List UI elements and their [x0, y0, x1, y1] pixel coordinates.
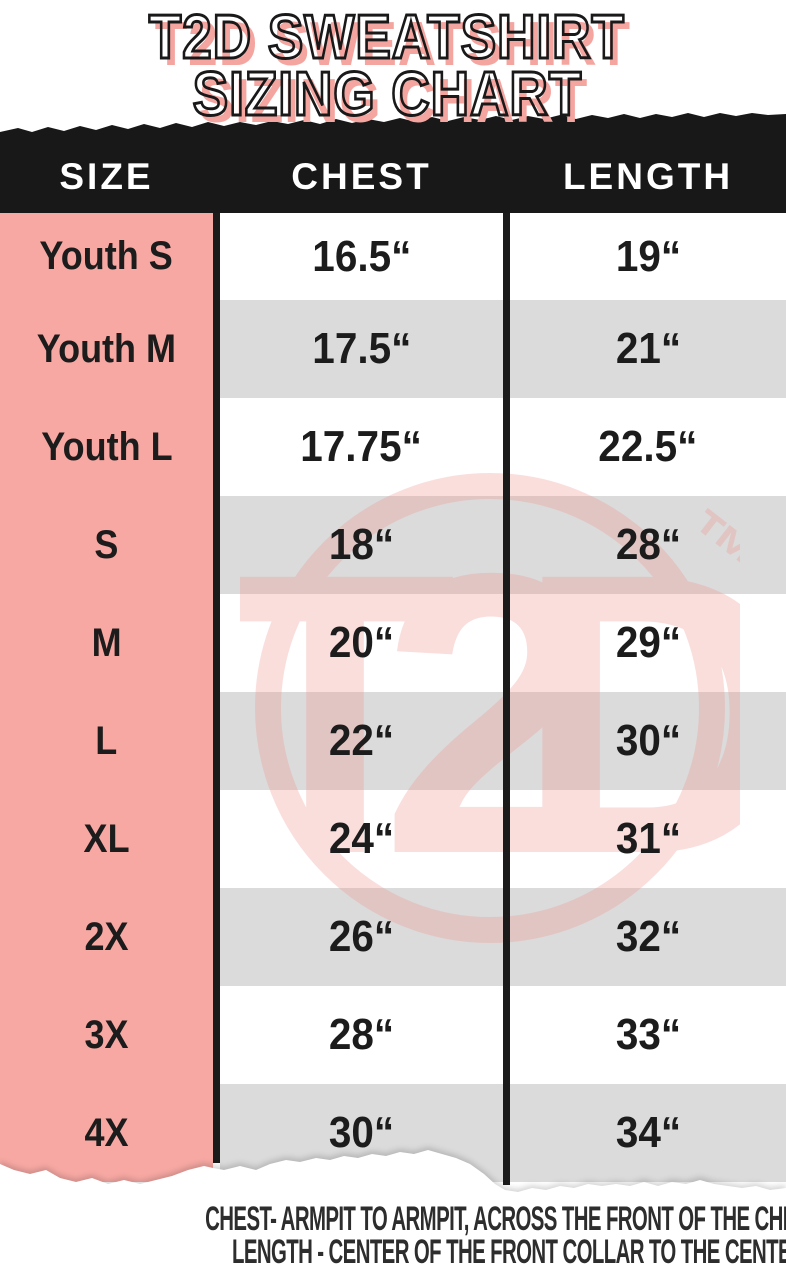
- chart-title: T2D SWEATSHIRT T2D SWEATSHIRT SIZING CHA…: [0, 5, 786, 133]
- size-cell: 2X: [0, 888, 213, 986]
- size-cell: XL: [0, 790, 213, 888]
- title-line-2-fill: SIZING CHART: [198, 67, 588, 136]
- table-header-row: SIZE CHEST LENGTH: [0, 140, 786, 213]
- chest-cell: 22“: [220, 692, 503, 790]
- length-cell: 31“: [510, 790, 786, 888]
- chest-cell: 20“: [220, 594, 503, 692]
- column-header-size: SIZE: [59, 155, 154, 197]
- table-row: Youth M 17.5“ 21“: [0, 300, 786, 398]
- size-cell: 4X: [0, 1084, 213, 1182]
- title-line-1-outline: T2D SWEATSHIRT: [148, 3, 626, 72]
- length-cell: 19“: [510, 213, 786, 300]
- chest-note: CHEST- ARMPIT TO ARMPIT, ACROSS THE FRON…: [205, 1200, 786, 1238]
- chest-cell: 17.75“: [220, 398, 503, 496]
- chest-cell: 18“: [220, 496, 503, 594]
- length-cell: 29“: [510, 594, 786, 692]
- size-cell: S: [0, 496, 213, 594]
- length-cell: 28“: [510, 496, 786, 594]
- table-row: Youth S 16.5“ 19“: [0, 213, 786, 300]
- title-line-2: SIZING CHART SIZING CHART: [191, 62, 587, 133]
- size-cell: Youth S: [0, 213, 213, 300]
- column-divider-2: [503, 213, 510, 1185]
- measurement-notes: CHEST- ARMPIT TO ARMPIT, ACROSS THE FRON…: [0, 1200, 786, 1271]
- column-divider-1: [213, 213, 220, 1163]
- chest-cell: 16.5“: [220, 213, 503, 300]
- title-line-1: T2D SWEATSHIRT T2D SWEATSHIRT: [148, 5, 631, 76]
- table-row: 2X 26“ 32“: [0, 888, 786, 986]
- length-cell: 32“: [510, 888, 786, 986]
- size-cell: M: [0, 594, 213, 692]
- chest-cell: 17.5“: [220, 300, 503, 398]
- table-header-band: [0, 134, 786, 213]
- torn-edge-top: [0, 113, 786, 138]
- size-cell: Youth M: [0, 300, 213, 398]
- chest-cell: 28“: [220, 986, 503, 1084]
- title-line-1-fill: T2D SWEATSHIRT: [154, 10, 632, 79]
- table-row: XL 24“ 31“: [0, 790, 786, 888]
- length-cell: 34“: [510, 1084, 786, 1182]
- table-row: Youth L 17.75“ 22.5“: [0, 398, 786, 496]
- length-cell: 30“: [510, 692, 786, 790]
- length-cell: 33“: [510, 986, 786, 1084]
- chest-cell: 30“: [220, 1084, 503, 1182]
- length-cell: 21“: [510, 300, 786, 398]
- column-header-length: LENGTH: [562, 155, 734, 197]
- size-cell: 3X: [0, 986, 213, 1084]
- table-row: S 18“ 28“: [0, 496, 786, 594]
- chest-cell: 26“: [220, 888, 503, 986]
- size-table: Youth S 16.5“ 19“ Youth M 17.5“ 21“ Yout…: [0, 213, 786, 1182]
- title-line-2-outline: SIZING CHART: [191, 60, 582, 129]
- table-row: L 22“ 30“: [0, 692, 786, 790]
- length-cell: 22.5“: [510, 398, 786, 496]
- size-cell: Youth L: [0, 398, 213, 496]
- chest-cell: 24“: [220, 790, 503, 888]
- length-note: LENGTH - CENTER OF THE FRONT COLLAR TO T…: [231, 1233, 786, 1271]
- size-cell: L: [0, 692, 213, 790]
- table-row: 4X 30“ 34“: [0, 1084, 786, 1182]
- table-row: 3X 28“ 33“: [0, 986, 786, 1084]
- table-row: M 20“ 29“: [0, 594, 786, 692]
- column-header-chest: CHEST: [291, 155, 432, 197]
